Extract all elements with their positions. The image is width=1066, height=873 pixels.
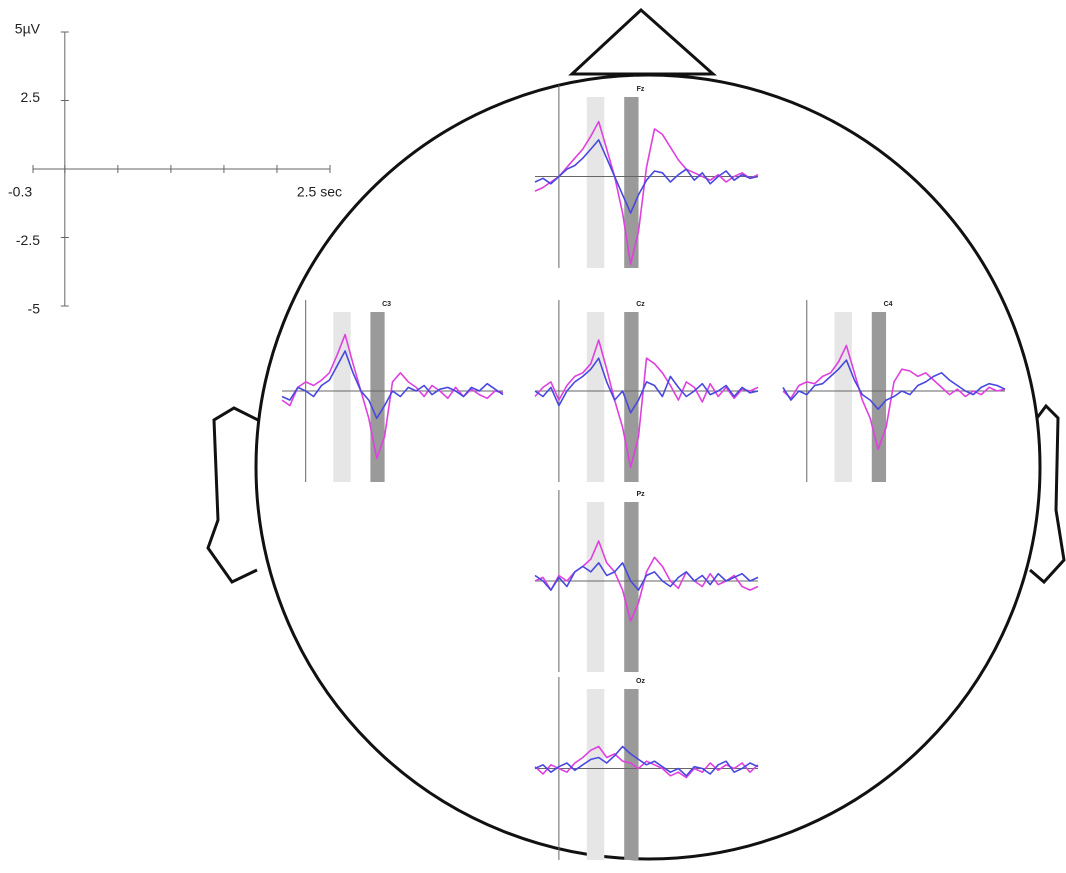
time-window	[872, 312, 886, 482]
electrode-label: Pz	[636, 491, 645, 498]
y-tick-label: 2.5	[21, 89, 41, 105]
x-tick-label: -0.3	[8, 184, 32, 200]
electrode-label: C3	[382, 301, 391, 308]
y-tick-label: -5	[28, 301, 41, 317]
x-tick-label: 2.5 sec	[297, 184, 342, 200]
erp-wave	[282, 335, 503, 459]
nose	[572, 10, 713, 74]
electrode-label: C4	[884, 301, 893, 308]
electrode-label: Cz	[636, 301, 645, 308]
time-window	[587, 689, 605, 860]
time-window	[587, 502, 605, 672]
time-window	[835, 312, 852, 482]
erp-wave	[535, 340, 758, 467]
time-window	[333, 312, 350, 482]
time-window	[624, 689, 638, 860]
time-window	[587, 97, 605, 268]
left-ear	[208, 408, 258, 582]
right-ear	[1030, 406, 1064, 582]
eeg-topoplot: 5µV 2.5 -2.5 -5 -0.3 2.5 sec Fz C3 Cz C4 Pz Oz	[0, 0, 1066, 873]
electrode-label: Fz	[637, 86, 645, 93]
erp-wave	[535, 122, 758, 265]
y-tick-label: -2.5	[16, 232, 40, 248]
erp-wave	[535, 358, 758, 413]
time-window	[624, 312, 638, 482]
y-tick-label: 5µV	[15, 21, 41, 37]
electrode-label: Oz	[636, 678, 645, 685]
erp-wave	[535, 563, 758, 590]
time-window	[587, 312, 605, 482]
